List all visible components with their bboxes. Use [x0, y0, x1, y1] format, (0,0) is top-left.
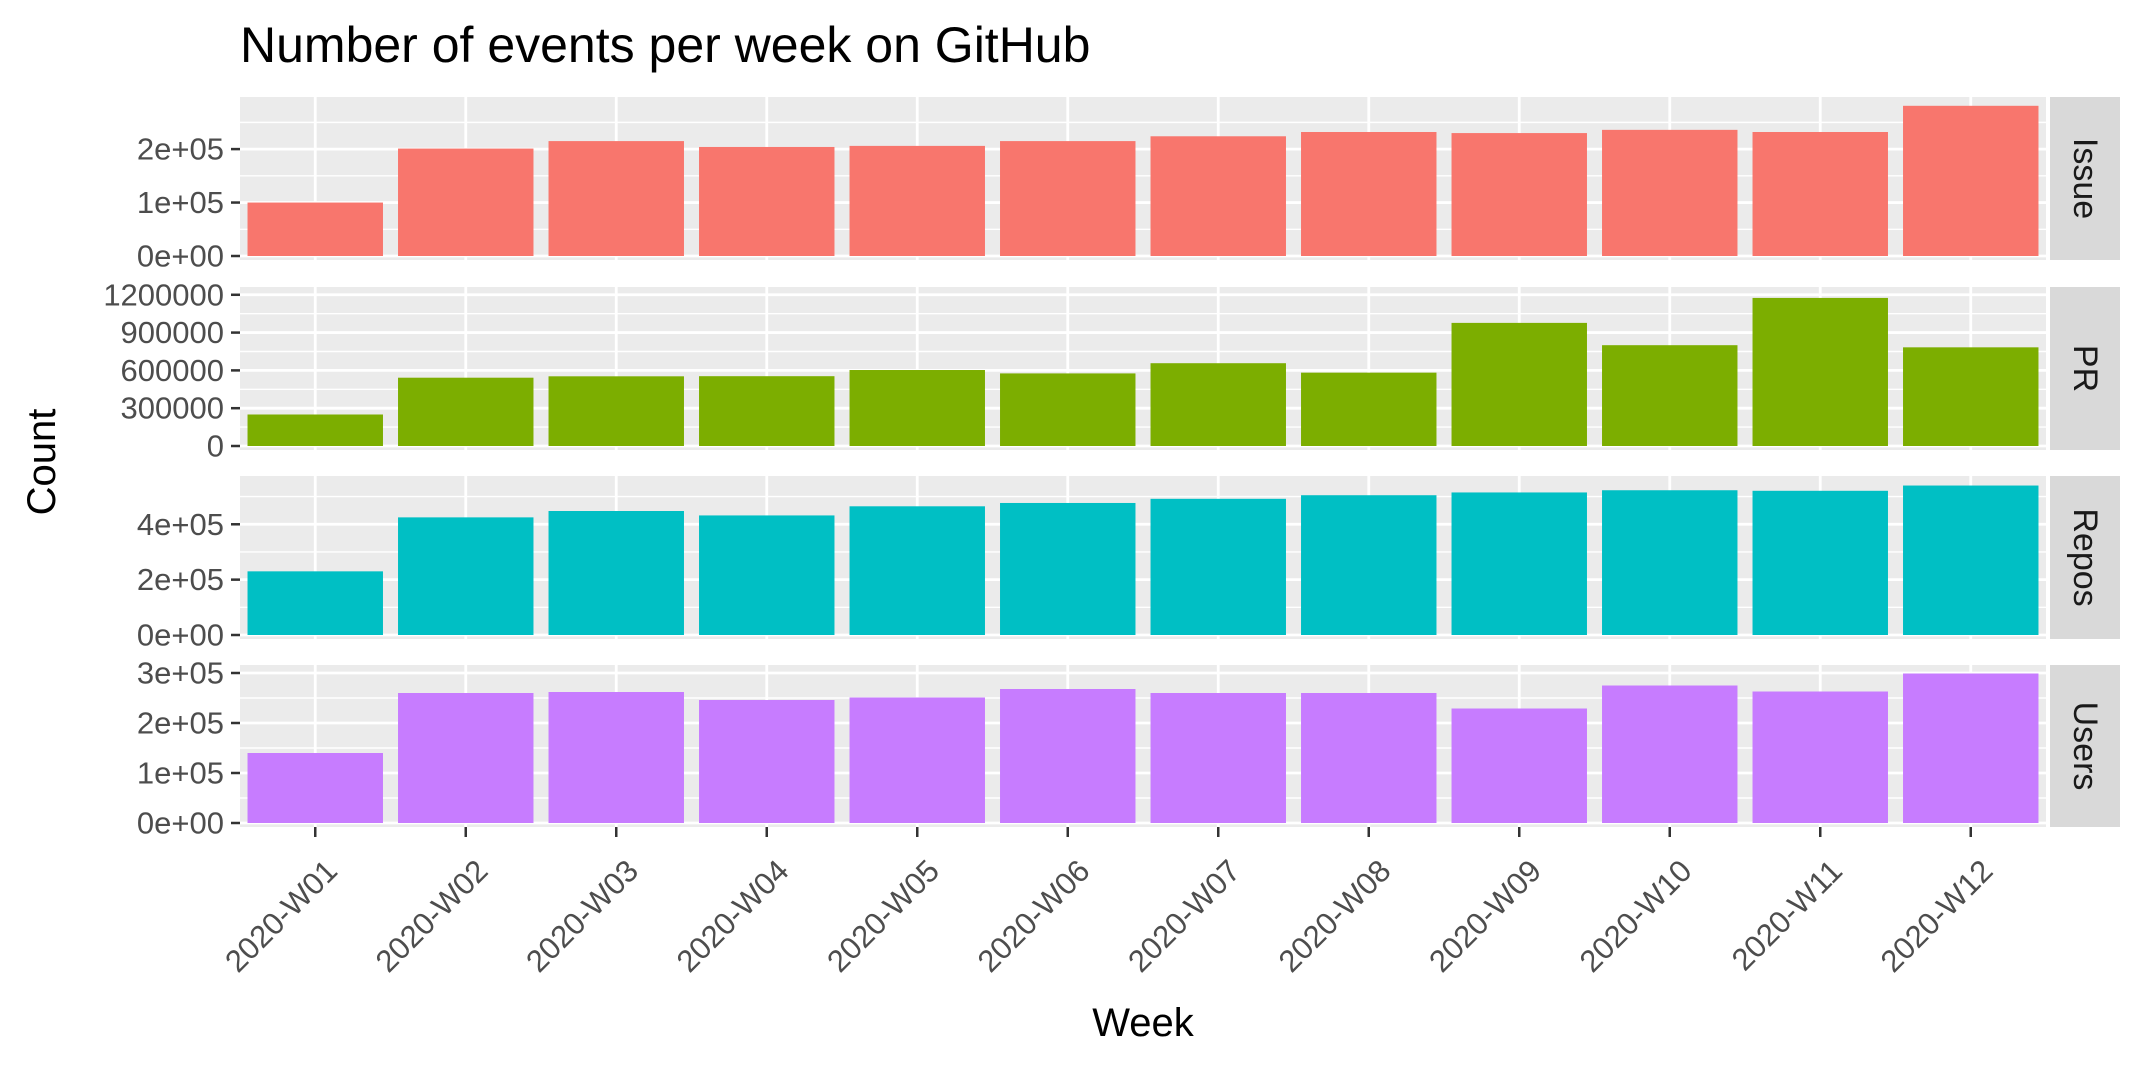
bar-issue-2020-w02 [398, 148, 534, 256]
bar-pr-2020-w07 [1150, 363, 1286, 446]
y-tick-label: 0e+00 [137, 239, 224, 274]
bar-pr-2020-w05 [849, 370, 985, 446]
bar-repos-2020-w02 [398, 517, 534, 635]
facet-strip-label: Repos [2066, 508, 2104, 606]
y-tick-label: 300000 [121, 391, 224, 426]
x-tick-label: 2020-W08 [1272, 853, 1398, 979]
bar-pr-2020-w11 [1752, 297, 1888, 446]
y-tick-label: 0e+00 [137, 618, 224, 653]
bar-users-2020-w05 [849, 697, 985, 823]
facet-panel-repos: 0e+00 2e+05 4e+05 Repos [137, 476, 2120, 653]
bar-issue-2020-w06 [1000, 141, 1136, 256]
bar-issue-2020-w03 [548, 141, 684, 256]
facet-strip [2050, 97, 2120, 260]
bar-users-2020-w01 [247, 753, 383, 823]
bar-pr-2020-w06 [1000, 373, 1136, 446]
bar-users-2020-w08 [1301, 693, 1437, 823]
bar-users-2020-w03 [548, 692, 684, 823]
bar-issue-2020-w07 [1150, 136, 1286, 256]
bar-pr-2020-w08 [1301, 372, 1437, 446]
panel-background [240, 665, 2046, 827]
x-tick-label: 2020-W07 [1121, 853, 1247, 979]
bar-repos-2020-w04 [699, 515, 835, 635]
bar-repos-2020-w06 [1000, 502, 1136, 635]
x-tick-label: 2020-W01 [218, 853, 344, 979]
y-tick-label: 900000 [121, 315, 224, 350]
bar-pr-2020-w03 [548, 376, 684, 446]
bar-repos-2020-w09 [1451, 492, 1587, 635]
bar-repos-2020-w12 [1903, 485, 2039, 635]
bar-users-2020-w11 [1752, 691, 1888, 823]
x-tick-label: 2020-W06 [971, 853, 1097, 979]
bar-issue-2020-w05 [849, 145, 985, 256]
x-tick-label: 2020-W10 [1573, 853, 1699, 979]
bar-pr-2020-w01 [247, 414, 383, 446]
y-tick-label: 2e+05 [137, 562, 224, 597]
y-tick-label: 600000 [121, 353, 224, 388]
x-tick-label: 2020-W11 [1725, 853, 1849, 977]
y-tick-label: 1e+05 [137, 185, 224, 220]
bar-pr-2020-w12 [1903, 347, 2039, 446]
bar-pr-2020-w04 [699, 376, 835, 446]
facet-strip-label: PR [2066, 345, 2104, 392]
bar-issue-2020-w09 [1451, 133, 1587, 256]
bar-issue-2020-w08 [1301, 132, 1437, 256]
bar-pr-2020-w09 [1451, 322, 1587, 446]
facet-strip [2050, 476, 2120, 639]
chart-title: Number of events per week on GitHub [240, 17, 1090, 73]
facet-strip-label: Users [2066, 702, 2104, 791]
bar-users-2020-w10 [1602, 685, 1738, 823]
bar-repos-2020-w10 [1602, 490, 1738, 635]
facet-strip [2050, 287, 2120, 450]
y-tick-label: 1e+05 [137, 756, 224, 791]
y-tick-label: 2e+05 [137, 132, 224, 167]
x-axis: 2020-W01 2020-W02 2020-W03 2020-W04 2020-W05… [218, 827, 2000, 979]
x-tick-label: 2020-W04 [670, 853, 796, 979]
x-axis-title: Week [1092, 1001, 1195, 1045]
x-tick-label: 2020-W02 [369, 853, 495, 979]
bar-users-2020-w09 [1451, 708, 1587, 823]
bar-repos-2020-w11 [1752, 490, 1888, 635]
y-tick-label: 1200000 [103, 277, 224, 312]
panel-background [240, 97, 2046, 260]
bar-repos-2020-w01 [247, 571, 383, 635]
bar-repos-2020-w07 [1150, 498, 1286, 635]
bar-issue-2020-w12 [1903, 105, 2039, 256]
bar-users-2020-w02 [398, 693, 534, 823]
bar-users-2020-w07 [1150, 693, 1286, 823]
x-tick-label: 2020-W05 [820, 853, 946, 979]
y-tick-label: 4e+05 [137, 507, 224, 542]
facet-panel-issue: 0e+00 1e+05 2e+05 Issue [137, 97, 2120, 274]
y-tick-label: 2e+05 [137, 706, 224, 741]
bar-repos-2020-w08 [1301, 495, 1437, 635]
bar-users-2020-w12 [1903, 673, 2039, 823]
bar-issue-2020-w10 [1602, 129, 1738, 256]
y-tick-label: 3e+05 [137, 656, 224, 691]
facet-strip-label: Issue [2066, 138, 2104, 219]
bar-issue-2020-w11 [1752, 132, 1888, 256]
facet-panel-users: 0e+00 1e+05 2e+05 3e+05 Users [137, 656, 2120, 841]
x-tick-label: 2020-W03 [519, 853, 645, 979]
bar-users-2020-w06 [1000, 689, 1136, 823]
x-tick-label: 2020-W09 [1422, 853, 1548, 979]
bar-pr-2020-w02 [398, 377, 534, 446]
bar-repos-2020-w05 [849, 506, 985, 635]
y-tick-label: 0 [207, 429, 224, 464]
bar-users-2020-w04 [699, 700, 835, 823]
bar-pr-2020-w10 [1602, 345, 1738, 446]
bar-issue-2020-w04 [699, 146, 835, 256]
facet-strip [2050, 665, 2120, 827]
bar-issue-2020-w01 [247, 202, 383, 256]
y-tick-label: 0e+00 [137, 806, 224, 841]
bar-repos-2020-w03 [548, 511, 684, 635]
panel-background [240, 476, 2046, 639]
x-tick-label: 2020-W12 [1874, 853, 2000, 979]
y-axis-title: Count [20, 409, 64, 516]
